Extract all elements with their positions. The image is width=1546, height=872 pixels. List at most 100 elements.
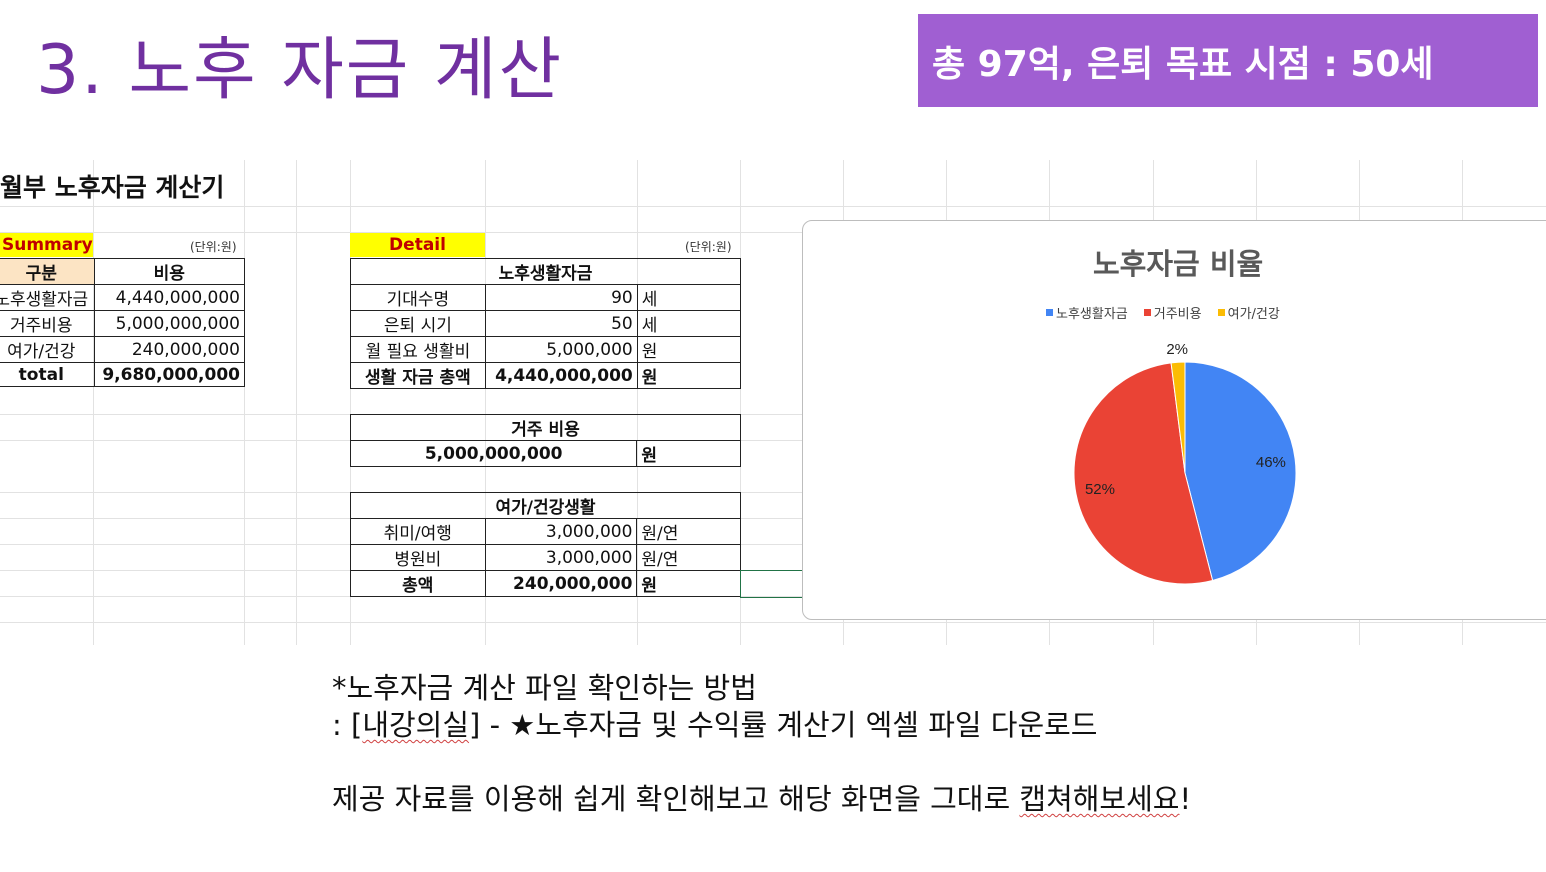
grid-line	[0, 440, 1546, 441]
table-row: 총액 240,000,000 원	[350, 570, 741, 597]
summary-header-cost: 비용	[93, 258, 246, 285]
legend-item: 노후생활자금	[1046, 303, 1128, 322]
table-cell[interactable]: 원	[636, 336, 742, 363]
grid-line	[0, 622, 1546, 623]
table-cell[interactable]: 생활 자금 총액	[350, 362, 486, 389]
blank-line	[332, 744, 1191, 781]
grid-line	[0, 596, 1546, 597]
summary-tag: Summary	[0, 233, 93, 257]
table-cell[interactable]: 3,000,000	[484, 518, 638, 545]
table-cell[interactable]: 원	[636, 362, 742, 389]
table-row: 거주비용 5,000,000,000	[0, 310, 246, 337]
table-cell[interactable]: 240,000,000	[484, 570, 638, 597]
table-cell[interactable]: 9,680,000,000	[93, 362, 246, 387]
grid-line	[0, 206, 1546, 207]
legend-swatch	[1143, 309, 1151, 316]
summary-table: 구분 비용 노후생활자금 4,440,000,000 거주비용 5,000,00…	[0, 258, 246, 387]
table-row: 취미/여행 3,000,000 원/연	[350, 518, 741, 545]
summary-unit-label: (단위:원)	[190, 240, 237, 254]
living-cost-header: 노후생활자금	[350, 258, 741, 285]
pie-chart: 46% 52% 2%	[1073, 341, 1297, 585]
table-row: total 9,680,000,000	[0, 362, 246, 387]
grid-line	[244, 160, 245, 645]
table-cell[interactable]: 세	[636, 310, 742, 337]
table-cell[interactable]: 240,000,000	[93, 336, 246, 363]
table-row: 여가/건강 240,000,000	[0, 336, 246, 363]
chart-title: 노후자금 비율	[1093, 247, 1264, 281]
pie-data-label: 2%	[1166, 341, 1188, 358]
table-cell[interactable]: 여가/건강	[0, 336, 95, 363]
table-row: 월 필요 생활비 5,000,000 원	[350, 336, 742, 363]
selected-cell[interactable]	[740, 570, 804, 598]
table-cell[interactable]: 5,000,000,000	[93, 310, 246, 337]
detail-tag: Detail	[350, 233, 485, 257]
housing-cost-table: 거주 비용 5,000,000,000 원	[349, 414, 741, 467]
table-cell[interactable]: 세	[636, 284, 742, 311]
table-cell[interactable]: 5,000,000,000	[349, 440, 638, 467]
detail-unit-label: (단위:원)	[685, 240, 732, 254]
slice-living[interactable]	[1184, 361, 1297, 582]
table-cell[interactable]: 취미/여행	[350, 518, 486, 545]
table-cell[interactable]: 기대수명	[350, 284, 486, 311]
chart-legend: 노후생활자금 거주비용 여가/건강	[1046, 303, 1280, 322]
table-cell[interactable]: 50	[484, 310, 638, 337]
instruction-line-2-prefix: : [	[332, 708, 363, 742]
living-cost-table: 노후생활자금 기대수명 90 세 은퇴 시기 50 세 월 필요 생활비 5,0…	[350, 258, 742, 389]
goal-banner: 총 97억, 은퇴 목표 시점 : 50세	[918, 14, 1538, 107]
table-cell[interactable]: 원/연	[636, 544, 741, 571]
grid-line	[0, 518, 1546, 519]
table-cell[interactable]: 4,440,000,000	[484, 362, 638, 389]
table-cell[interactable]: 총액	[350, 570, 486, 597]
table-cell[interactable]: 노후생활자금	[0, 284, 95, 311]
table-cell[interactable]: total	[0, 362, 95, 387]
instruction-line-1: *노후자금 계산 파일 확인하는 방법	[332, 671, 757, 705]
table-cell[interactable]: 90	[484, 284, 638, 311]
table-cell[interactable]: 원/연	[636, 518, 741, 545]
slice-leisure[interactable]	[1170, 361, 1186, 474]
table-cell[interactable]: 월 필요 생활비	[350, 336, 486, 363]
table-cell[interactable]: 병원비	[350, 544, 486, 571]
pie-data-label: 46%	[1256, 454, 1286, 471]
table-cell[interactable]: 은퇴 시기	[350, 310, 486, 337]
grid-line	[0, 544, 1546, 545]
table-cell[interactable]: 3,000,000	[484, 544, 638, 571]
legend-label: 여가/건강	[1227, 307, 1280, 322]
table-header-row: 거주 비용	[350, 414, 741, 441]
instruction-line-3: 제공 자료를 이용해 쉽게 확인해보고 해당 화면을 그대로 캡쳐해보세요!	[332, 781, 1191, 818]
table-row: 기대수명 90 세	[350, 284, 742, 311]
table-header-row: 여가/건강생활	[350, 492, 741, 519]
sheet-title: 월부 노후자금 계산기	[0, 173, 225, 202]
housing-cost-header: 거주 비용	[350, 414, 741, 441]
table-cell[interactable]: 원	[636, 440, 741, 467]
pie-chart-box[interactable]: 노후자금 비율 노후생활자금 거주비용 여가/건강 46% 52% 2%	[802, 220, 1546, 620]
instruction-line-2-suffix: ] - ★노후자금 및 수익률 계산기 엑셀 파일 다운로드	[469, 708, 1098, 742]
instruction-line-3-prefix: 제공 자료를 이용해 쉽게 확인해보고 해당 화면을 그대로	[332, 782, 1020, 816]
leisure-health-table: 여가/건강생활 취미/여행 3,000,000 원/연 병원비 3,000,00…	[350, 492, 741, 597]
legend-item: 거주비용	[1143, 303, 1202, 322]
table-row: 은퇴 시기 50 세	[350, 310, 742, 337]
table-header-row: 노후생활자금	[350, 258, 741, 285]
table-cell[interactable]: 거주비용	[0, 310, 95, 337]
grid-line	[485, 160, 486, 645]
summary-header-category: 구분	[0, 258, 95, 285]
legend-swatch	[1217, 309, 1225, 316]
table-row: 노후생활자금 4,440,000,000	[0, 284, 246, 311]
grid-line	[637, 160, 638, 645]
legend-label: 거주비용	[1153, 307, 1202, 322]
grid-line	[0, 492, 1546, 493]
table-row: 생활 자금 총액 4,440,000,000 원	[350, 362, 742, 389]
goal-banner-text: 총 97억, 은퇴 목표 시점 : 50세	[932, 43, 1434, 85]
table-row: 5,000,000,000 원	[349, 440, 741, 467]
grid-line	[740, 160, 741, 645]
slide-title: 3. 노후 자금 계산	[36, 31, 564, 110]
grid-line	[350, 160, 351, 645]
table-cell[interactable]: 4,440,000,000	[93, 284, 246, 311]
grid-line	[93, 160, 94, 645]
leisure-health-header: 여가/건강생활	[350, 492, 741, 519]
table-cell[interactable]: 5,000,000	[484, 336, 638, 363]
pie-data-label: 52%	[1085, 481, 1115, 498]
table-cell[interactable]: 원	[636, 570, 741, 597]
table-header-row: 구분 비용	[0, 258, 246, 285]
my-classroom-link: 내강의실	[362, 708, 470, 742]
instructions: *노후자금 계산 파일 확인하는 방법 : [내강의실] - ★노후자금 및 수…	[332, 670, 1191, 818]
